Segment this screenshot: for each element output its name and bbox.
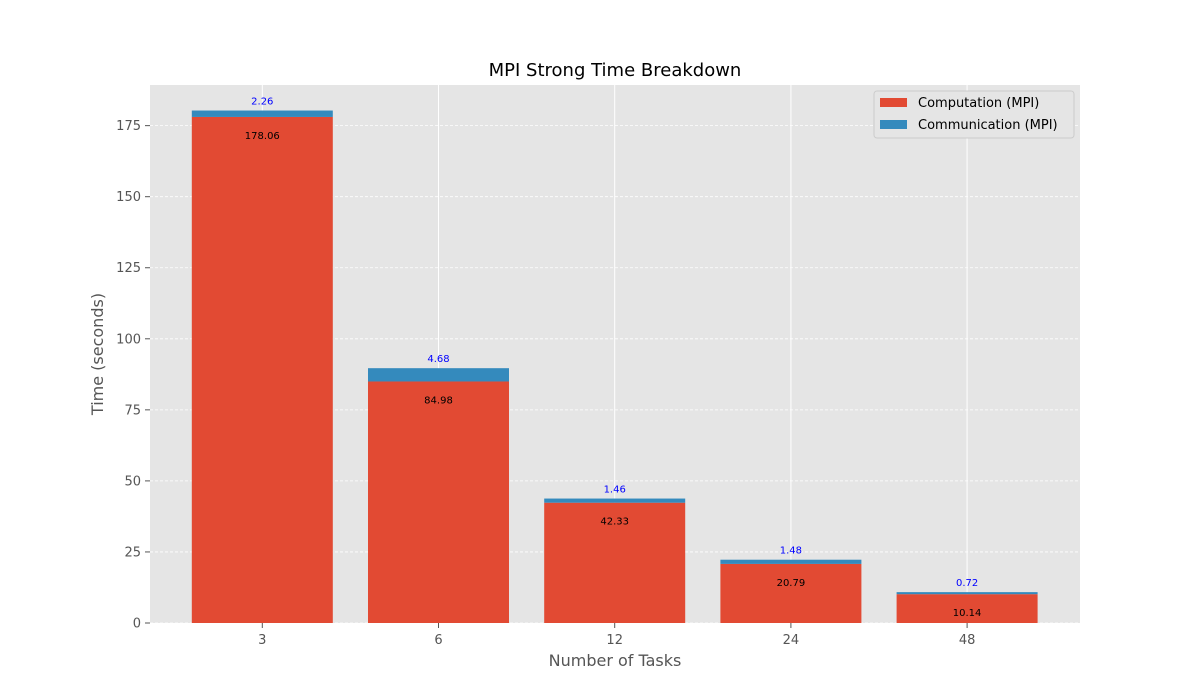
y-axis-label: Time (seconds)	[88, 293, 107, 416]
data-label-computation: 20.79	[777, 578, 806, 589]
x-axis-ticks: 3 6 12 24 48	[258, 623, 975, 648]
data-label-communication: 1.46	[604, 485, 626, 496]
legend-label-computation: Computation (MPI)	[918, 96, 1039, 111]
data-label-communication: 0.72	[956, 578, 978, 589]
y-axis-ticks: 0 25 50 75 100 125 150 175	[116, 119, 150, 632]
x-tick-label: 48	[959, 633, 976, 648]
x-tick-label: 3	[258, 633, 266, 648]
data-label-communication: 1.48	[780, 546, 802, 557]
bar-computation	[720, 563, 862, 623]
y-tick-label: 25	[124, 545, 141, 560]
data-label-communication: 4.68	[427, 354, 449, 365]
legend-label-communication: Communication (MPI)	[918, 118, 1058, 133]
y-tick-label: 50	[124, 474, 141, 489]
bars	[191, 110, 1038, 623]
x-axis-label: Number of Tasks	[549, 651, 682, 670]
bar-computation	[544, 502, 686, 623]
data-label-computation: 178.06	[245, 131, 280, 142]
x-tick-label: 12	[606, 633, 623, 648]
legend-swatch-computation	[880, 98, 907, 107]
data-label-communication: 2.26	[251, 97, 273, 108]
bar-communication	[896, 592, 1038, 595]
x-tick-label: 6	[434, 633, 442, 648]
y-tick-label: 0	[133, 617, 141, 632]
data-label-computation: 42.33	[600, 517, 629, 528]
y-tick-label: 175	[116, 119, 141, 134]
y-tick-label: 150	[116, 190, 141, 205]
bar-computation	[896, 594, 1038, 623]
y-tick-label: 125	[116, 261, 141, 276]
legend: Computation (MPI) Communication (MPI)	[873, 90, 1075, 139]
bar-computation	[191, 116, 333, 623]
data-label-computation: 84.98	[424, 395, 453, 406]
y-tick-label: 75	[124, 403, 141, 418]
bar-computation	[368, 381, 509, 623]
data-labels: 178.06 2.26 84.98 4.68 42.33 1.46 20.79 1.48 10.…	[245, 97, 982, 620]
legend-swatch-communication	[880, 120, 907, 129]
x-tick-label: 24	[783, 633, 800, 648]
bar-communication	[368, 368, 509, 382]
chart-title: MPI Strong Time Breakdown	[489, 60, 742, 81]
data-label-computation: 10.14	[953, 608, 982, 619]
bar-communication	[720, 559, 862, 564]
bar-communication	[191, 110, 333, 117]
bar-communication	[544, 498, 686, 503]
legend-box	[873, 90, 1075, 139]
y-tick-label: 100	[116, 332, 141, 347]
